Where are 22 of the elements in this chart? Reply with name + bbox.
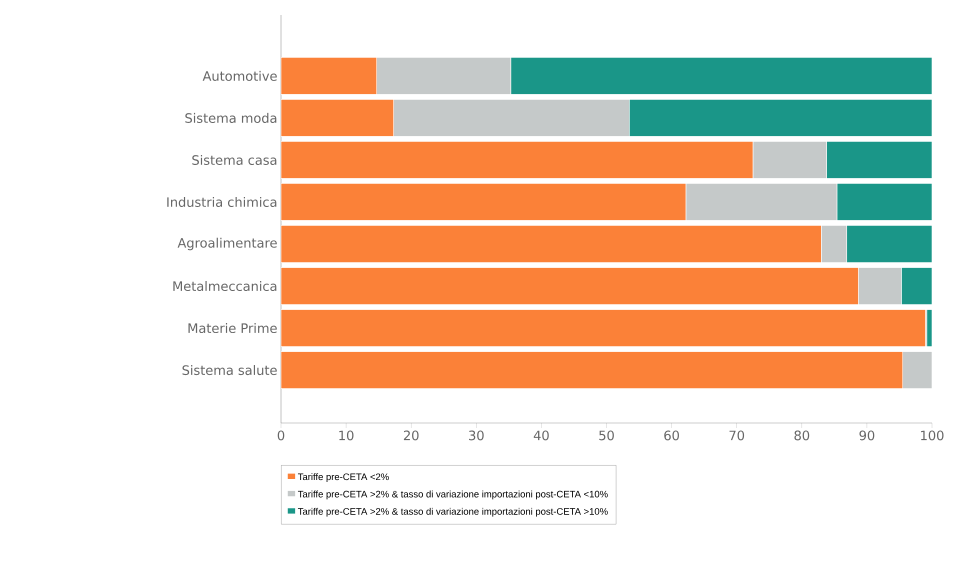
y-tick-label: Sistema moda — [185, 112, 276, 123]
x-tick-label: 20 — [404, 430, 419, 440]
y-tick-label: Metalmeccanica — [173, 281, 276, 292]
x-tick-label: 50 — [599, 430, 614, 440]
legend-label: Tariffe pre-CETA >2% & tasso di variazione importazioni post-CETA >10% — [298, 508, 608, 517]
x-tick-label: 60 — [664, 430, 679, 440]
x-tick-label: 30 — [469, 430, 484, 440]
legend-label: Tariffe pre-CETA >2% & tasso di variazione importazioni post-CETA <10% — [298, 490, 608, 500]
y-tick-label: Automotive — [202, 70, 277, 81]
x-tick-label: 100 — [921, 430, 944, 440]
x-tick-label: 80 — [794, 430, 810, 440]
y-tick-label: Materie Prime — [188, 323, 277, 334]
x-tick-label: 0 — [278, 430, 284, 440]
x-tick-label: 40 — [534, 430, 549, 440]
y-tick-label: Sistema salute — [182, 365, 277, 376]
legend-label: Tariffe pre-CETA <2% — [298, 473, 389, 482]
x-tick-label: 10 — [339, 430, 354, 440]
y-tick-label: Agroalimentare — [178, 238, 277, 250]
x-tick-label: 90 — [859, 430, 874, 440]
y-tick-label: Industria chimica — [167, 196, 276, 207]
y-tick-label: Sistema casa — [192, 154, 276, 165]
x-tick-label: 70 — [730, 430, 744, 440]
